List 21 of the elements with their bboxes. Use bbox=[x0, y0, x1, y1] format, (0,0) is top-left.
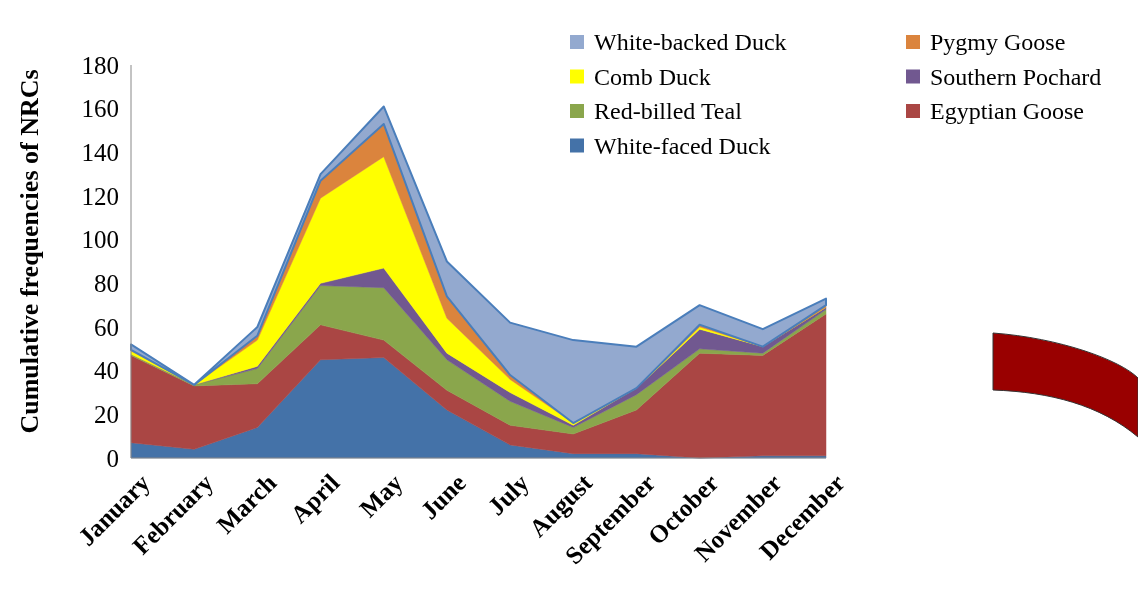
y-tick-label: 20 bbox=[94, 401, 119, 429]
legend-label: Comb Duck bbox=[594, 63, 711, 90]
y-tick-label: 140 bbox=[81, 139, 119, 167]
y-tick-label: 120 bbox=[81, 182, 119, 210]
legend-label: White-backed Duck bbox=[594, 29, 787, 56]
y-axis-title: Cumulative frequencies of NRCs bbox=[15, 69, 44, 434]
x-tick-label: May bbox=[354, 468, 408, 523]
y-tick-label: 60 bbox=[94, 313, 119, 341]
y-tick-label: 180 bbox=[81, 51, 119, 79]
y-tick-label: 80 bbox=[94, 270, 119, 298]
x-tick-label: July bbox=[482, 468, 535, 521]
x-tick-label: June bbox=[415, 468, 471, 525]
y-tick-label: 160 bbox=[81, 95, 119, 123]
y-tick-label: 40 bbox=[94, 357, 119, 385]
y-tick-label: 0 bbox=[106, 444, 119, 472]
legend-label: Pygmy Goose bbox=[930, 29, 1066, 56]
legend-label: Egyptian Goose bbox=[930, 98, 1084, 125]
legend-label: Southern Pochard bbox=[930, 63, 1102, 90]
legend-label: Red-billed Teal bbox=[594, 98, 743, 125]
legend-label: White-faced Duck bbox=[594, 132, 771, 159]
y-tick-label: 100 bbox=[81, 226, 119, 254]
